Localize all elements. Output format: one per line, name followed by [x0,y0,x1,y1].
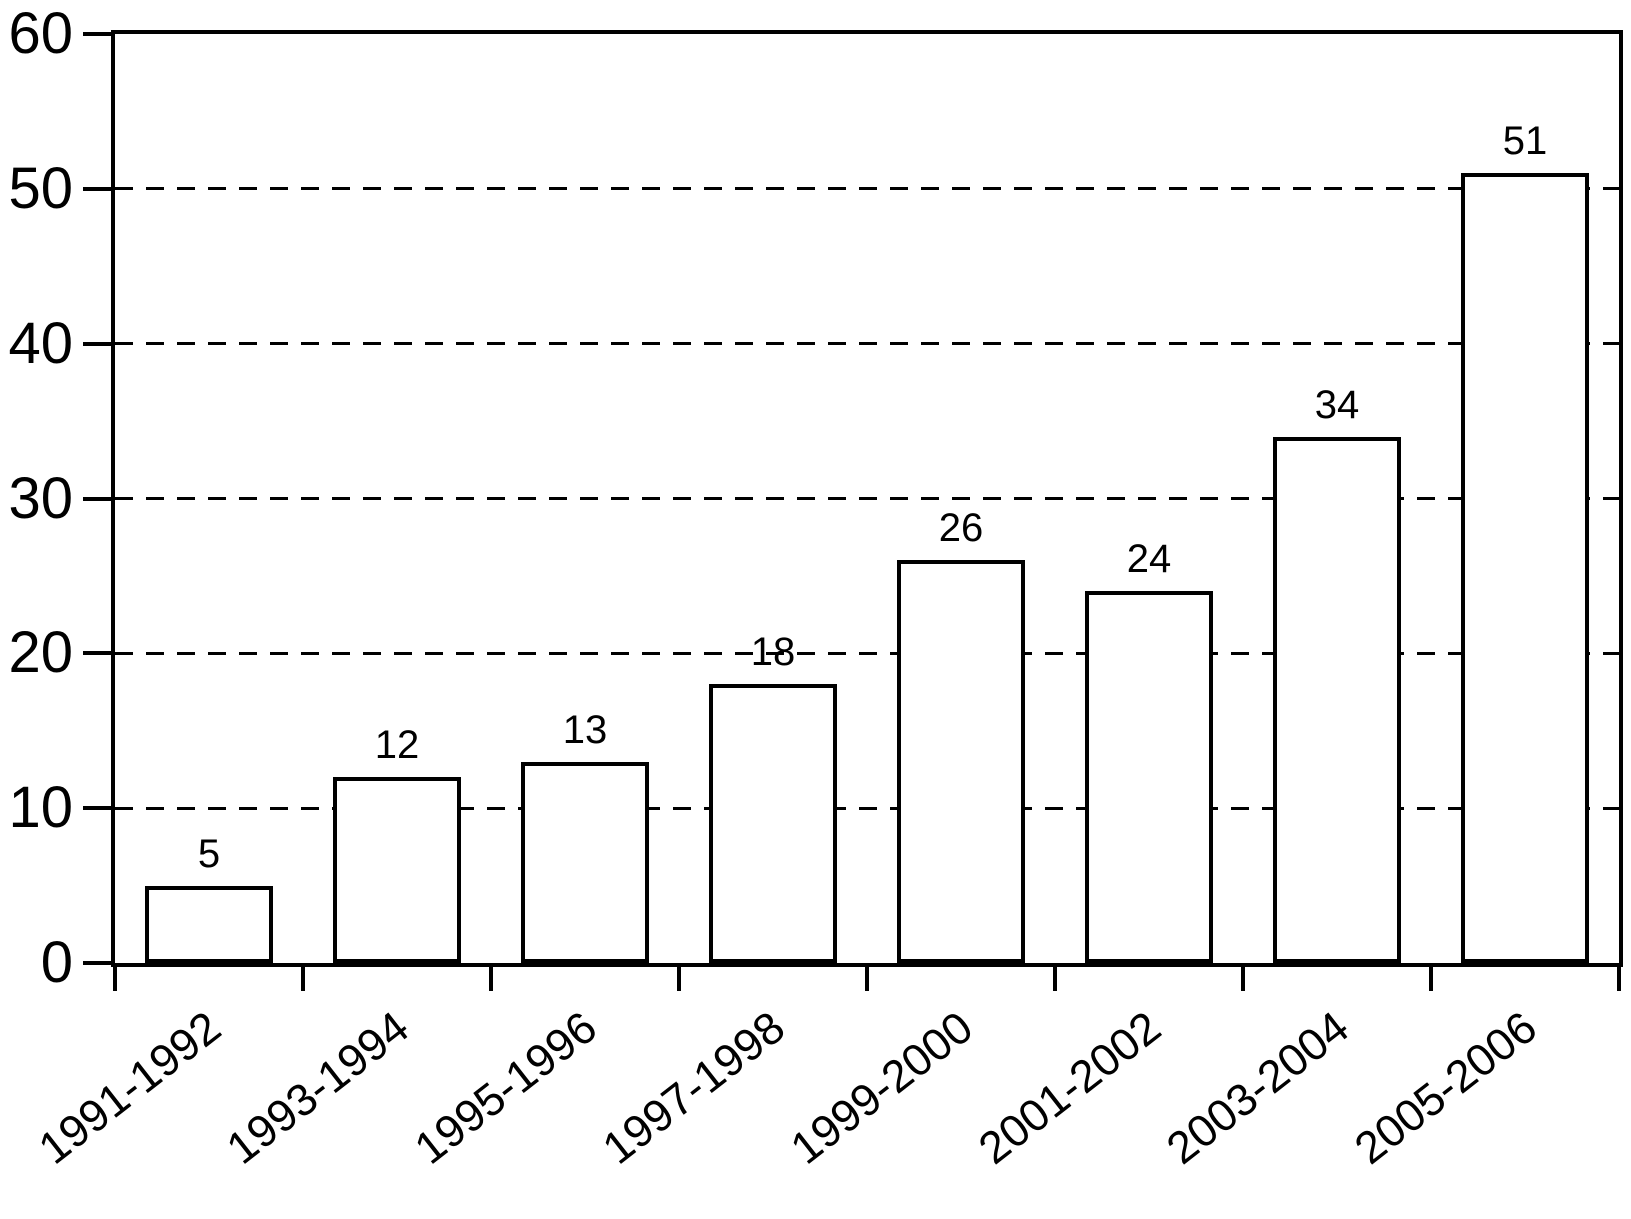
y-tick [83,186,113,191]
y-tick-label: 50 [8,155,73,221]
y-tick-label: 40 [8,310,73,376]
y-tick-label: 20 [8,620,73,686]
bar [897,560,1025,963]
bar [709,684,837,963]
bar-value-label: 12 [374,723,420,768]
bar [333,777,461,963]
gridline [115,806,1619,810]
x-tick-label: 2005-2006 [1344,1001,1546,1174]
bar [1273,436,1401,963]
gridline [115,497,1619,500]
x-tick-label: 1993-1994 [216,1001,418,1174]
x-tick-label: 2003-2004 [1156,1001,1358,1174]
bar-value-label: 51 [1502,119,1548,164]
y-tick [83,806,113,811]
y-tick [83,341,113,346]
bar [1461,173,1589,963]
x-tick-label: 1999-2000 [780,1001,982,1174]
x-tick [677,967,681,991]
bar-value-label: 13 [562,707,608,752]
x-tick [865,967,869,991]
bar-value-label: 26 [938,506,984,551]
y-tick-label: 30 [8,465,73,531]
y-tick-label: 0 [40,930,73,995]
gridline [115,187,1619,191]
bar-value-label: 34 [1314,382,1360,427]
bar-value-label: 18 [750,630,796,675]
x-tick-label: 1997-1998 [592,1001,794,1174]
x-tick [1617,967,1621,991]
y-tick [83,32,113,36]
bar [145,885,273,963]
bar [1085,591,1213,963]
x-tick-label: 2001-2002 [968,1001,1170,1174]
x-tick [1053,967,1057,991]
y-tick-label: 60 [8,1,73,66]
x-tick [113,967,117,991]
gridline [115,342,1619,346]
bar [521,761,649,963]
x-tick [1429,967,1433,991]
x-tick [489,967,493,991]
gridline [115,651,1619,655]
bar-value-label: 24 [1126,537,1172,582]
x-tick [1241,967,1245,991]
y-tick [83,961,113,965]
y-tick [83,651,113,656]
bar-value-label: 5 [197,831,221,876]
x-tick [301,967,305,991]
y-tick-label: 10 [8,775,73,841]
y-tick [83,496,113,501]
x-tick-label: 1995-1996 [404,1001,606,1174]
x-tick-label: 1991-1992 [28,1001,230,1174]
